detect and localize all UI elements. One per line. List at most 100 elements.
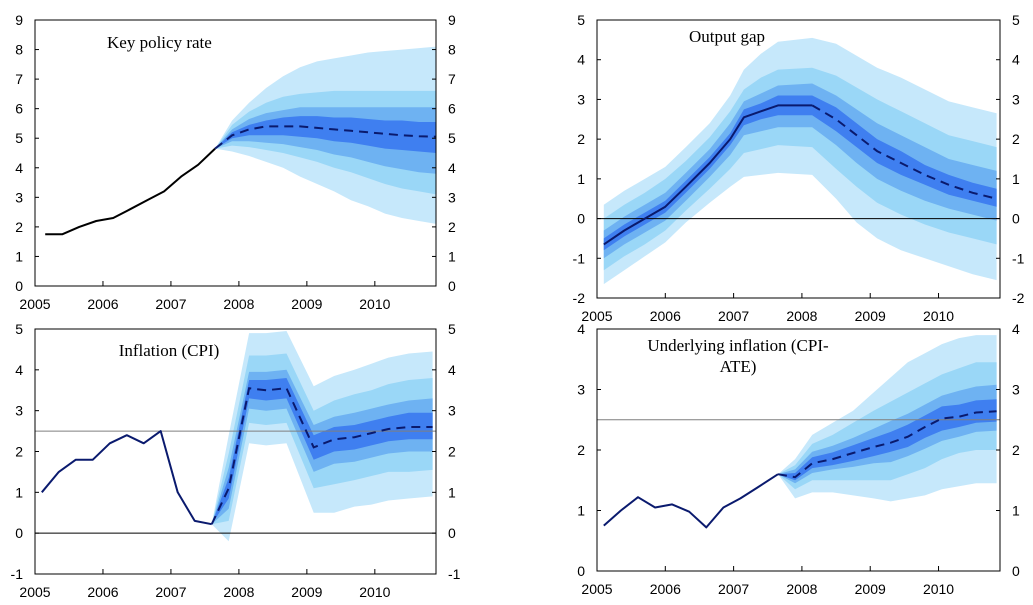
y-tick-label-left: 4	[15, 160, 23, 176]
panel-output-gap: -2 -2 -1 -1 0 0 1 1 2 2 3 3 4 4 5 5 2005 2006 2007 2008 2009…	[573, 12, 1025, 324]
y-tick-label-right: -2	[1012, 290, 1025, 306]
panel-title-line: Inflation (CPI)	[119, 341, 220, 360]
y-tick-label-left: 0	[577, 211, 585, 227]
y-tick-label-right: 4	[1012, 321, 1020, 337]
panel-title: Underlying inflation (CPI- ATE)	[647, 336, 829, 376]
y-tick-label-left: 1	[577, 171, 585, 187]
y-tick-label-right: 3	[448, 189, 456, 205]
x-tick-label: 2009	[291, 296, 322, 312]
x-tick-label: 2006	[650, 308, 681, 324]
x-tick-label: 2007	[155, 296, 186, 312]
x-tick-label: 2005	[581, 581, 612, 597]
y-tick-label-left: 6	[15, 101, 23, 117]
x-tick-label: 2005	[19, 296, 50, 312]
y-tick-label-right: 2	[1012, 131, 1020, 147]
y-tick-label-left: 4	[15, 362, 23, 378]
history-line	[603, 104, 813, 246]
x-tick-label: 2006	[87, 584, 118, 600]
y-tick-label-left: -2	[573, 290, 586, 306]
x-tick-label: 2005	[19, 584, 50, 600]
forecast-line	[777, 410, 997, 479]
y-tick-label-left: 3	[577, 382, 585, 398]
x-tick-label: 2008	[786, 581, 817, 597]
x-tick-label: 2010	[923, 581, 954, 597]
history-line	[603, 473, 779, 529]
x-tick-label: 2006	[650, 581, 681, 597]
x-tick-label: 2008	[786, 308, 817, 324]
x-tick-label: 2010	[359, 584, 390, 600]
y-tick-label-right: 2	[448, 219, 456, 235]
y-tick-label-left: 1	[577, 503, 585, 519]
y-tick-label-right: 2	[448, 444, 456, 460]
y-tick-label-left: 3	[15, 403, 23, 419]
y-tick-label-right: 5	[1012, 12, 1020, 28]
y-tick-label-right: 0	[448, 525, 456, 541]
panel-title-line: Key policy rate	[107, 33, 212, 52]
x-tick-label: 2007	[718, 581, 749, 597]
y-tick-label-right: 0	[1012, 211, 1020, 227]
y-tick-label-right: 4	[1012, 52, 1020, 68]
y-tick-label-right: 4	[448, 160, 456, 176]
y-tick-label-left: 2	[577, 131, 585, 147]
fan-band-4	[211, 378, 433, 525]
panel-title: Key policy rate	[107, 33, 212, 52]
y-tick-label-left: 0	[15, 278, 23, 294]
forecast-line	[210, 387, 433, 525]
y-tick-label-left: 2	[15, 444, 23, 460]
y-tick-label-left: 9	[15, 12, 23, 28]
y-tick-label-right: 5	[448, 321, 456, 337]
x-tick-label: 2009	[855, 308, 886, 324]
panel-key-policy-rate: 0 0 1 1 2 2 3 3 4 4 5 5 6 6 7 7 8 8 9 9 2005 2006 2007 2008 2009…	[15, 12, 456, 312]
panel-title: Output gap	[689, 27, 765, 46]
y-tick-label-right: 5	[448, 130, 456, 146]
panel-title-line: Underlying inflation (CPI-	[647, 336, 829, 355]
x-tick-label: 2007	[155, 584, 186, 600]
y-tick-label-left: 4	[577, 52, 585, 68]
y-tick-label-left: -1	[11, 566, 24, 582]
y-tick-label-right: 1	[448, 484, 456, 500]
x-tick-label: 2010	[359, 296, 390, 312]
plot-frame	[596, 19, 1001, 299]
fan-band-1	[603, 37, 997, 285]
y-tick-label-right: 8	[448, 42, 456, 58]
x-tick-label: 2006	[87, 296, 118, 312]
plot-frame	[34, 19, 437, 287]
x-tick-label: 2009	[855, 581, 886, 597]
y-tick-label-left: 5	[577, 12, 585, 28]
y-tick-label-left: 2	[577, 442, 585, 458]
y-tick-label-left: 3	[15, 189, 23, 205]
y-tick-label-left: 8	[15, 42, 23, 58]
x-tick-label: 2010	[923, 308, 954, 324]
panel-title: Inflation (CPI)	[119, 341, 220, 360]
y-tick-label-right: 3	[1012, 382, 1020, 398]
y-tick-label-left: 4	[577, 321, 585, 337]
panel-title-line: Output gap	[689, 27, 765, 46]
history-line	[41, 430, 212, 526]
y-tick-label-right: 0	[1012, 563, 1020, 579]
y-tick-label-left: 0	[577, 563, 585, 579]
y-tick-label-right: 3	[448, 403, 456, 419]
fan-band-4	[603, 95, 997, 251]
x-tick-label: 2005	[581, 308, 612, 324]
y-tick-label-left: 5	[15, 321, 23, 337]
y-tick-label-right: 6	[448, 101, 456, 117]
panel-title-line: ATE)	[720, 357, 757, 376]
y-tick-label-right: 3	[1012, 91, 1020, 107]
y-tick-label-left: 0	[15, 525, 23, 541]
y-tick-label-left: 2	[15, 219, 23, 235]
y-tick-label-right: 7	[448, 71, 456, 87]
forecast-line	[811, 104, 997, 200]
history-line	[45, 147, 216, 236]
y-tick-label-right: -1	[1012, 250, 1025, 266]
y-tick-label-left: 1	[15, 248, 23, 264]
y-tick-label-left: 7	[15, 71, 23, 87]
panel-inflation-cpi: -1 -1 0 0 1 1 2 2 3 3 4 4 5 5 2005 2006 2007 2008 2009 2010…	[11, 321, 461, 600]
y-tick-label-right: 0	[448, 278, 456, 294]
y-tick-label-right: 1	[1012, 503, 1020, 519]
y-tick-label-right: 1	[448, 248, 456, 264]
fan-band-4	[215, 116, 436, 153]
y-tick-label-right: 9	[448, 12, 456, 28]
y-tick-label-left: 5	[15, 130, 23, 146]
y-tick-label-right: 2	[1012, 442, 1020, 458]
